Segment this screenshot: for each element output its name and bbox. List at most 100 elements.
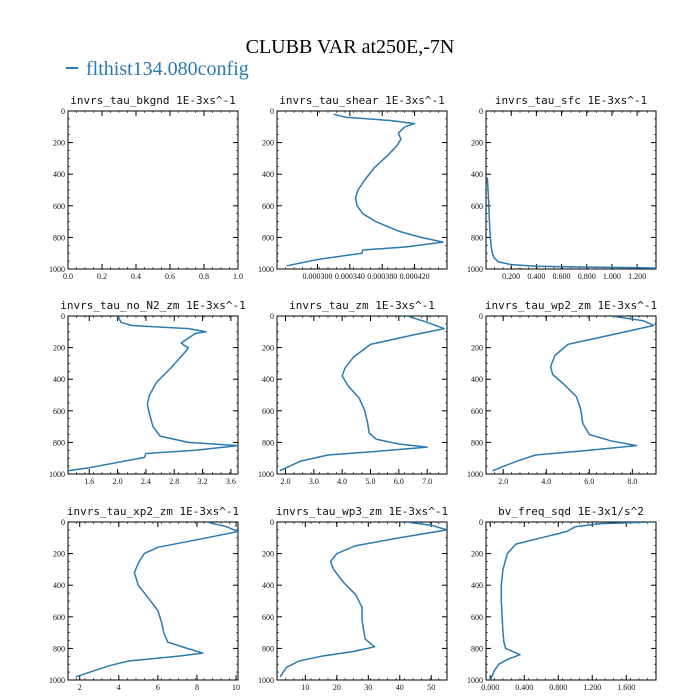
series-line [279, 316, 445, 472]
plot-frame [276, 315, 448, 475]
x-tick-label: 0.6 [165, 272, 175, 281]
x-tick-label: 30 [364, 683, 372, 692]
y-tick-label: 1000 [49, 265, 65, 274]
y-tick-label: 400 [471, 581, 483, 590]
y-tick-label: 800 [262, 644, 274, 653]
legend-line-swatch [66, 67, 78, 70]
panel-title: invrs_tau_sfc 1E-3xs^-1 [495, 94, 647, 107]
y-tick-label: 1000 [467, 470, 483, 479]
plot-frame [67, 521, 239, 681]
x-tick-label: 4.0 [337, 477, 347, 486]
y-tick-label: 800 [53, 233, 65, 242]
y-tick-label: 200 [53, 344, 65, 353]
y-tick-label: 200 [53, 139, 65, 148]
y-tick-label: 400 [53, 170, 65, 179]
x-tick-label: 0.000420 [400, 272, 430, 281]
y-tick-label: 1000 [467, 676, 483, 685]
plot-frame [67, 315, 239, 475]
x-tick-label: 2.0 [281, 477, 291, 486]
y-tick-label: 200 [471, 550, 483, 559]
x-tick-label: 4.0 [541, 477, 551, 486]
x-tick-label: 1.200 [583, 683, 601, 692]
x-tick-label: 1.600 [617, 683, 635, 692]
x-tick-label: 7.0 [422, 477, 432, 486]
y-tick-label: 1000 [258, 265, 274, 274]
y-tick-label: 0 [479, 518, 483, 527]
panel-7: invrs_tau_xp2_zm 1E-3xs^-10 200 400 600 800 1… [49, 505, 240, 692]
y-tick-label: 1000 [49, 470, 65, 479]
y-tick-label: 800 [471, 644, 483, 653]
series-line [279, 522, 447, 678]
figure-title: CLUBB VAR at250E,-7N [245, 36, 455, 58]
y-tick-label: 0 [479, 107, 483, 116]
y-tick-label: 400 [471, 170, 483, 179]
y-tick-label: 200 [471, 344, 483, 353]
series-line [286, 113, 444, 267]
plot-frame [485, 521, 657, 681]
x-tick-label: 1.200 [628, 272, 646, 281]
panel-title: invrs_tau_no_N2_zm 1E-3xs^-1 [60, 299, 245, 312]
y-tick-label: 400 [471, 375, 483, 384]
x-tick-label: 2.4 [141, 477, 151, 486]
y-tick-label: 600 [53, 613, 65, 622]
panel-title: invrs_tau_zm 1E-3xs^-1 [289, 299, 435, 312]
x-tick-label: 1.0 [233, 272, 243, 281]
y-tick-label: 600 [53, 407, 65, 416]
panel-title: bv_freq_sqd 1E-3x1/s^2 [498, 505, 644, 518]
y-tick-label: 1000 [258, 676, 274, 685]
panel-8: invrs_tau_wp3_zm 1E-3xs^-10 200 400 600 800 1… [258, 505, 448, 692]
x-tick-label: 10 [301, 683, 309, 692]
y-tick-label: 400 [53, 581, 65, 590]
x-tick-label: 0.000 [481, 683, 499, 692]
y-tick-label: 600 [262, 202, 274, 211]
y-tick-label: 200 [53, 550, 65, 559]
x-tick-label: 1.000 [603, 272, 621, 281]
x-tick-label: 6.0 [394, 477, 404, 486]
x-tick-label: 50 [427, 683, 435, 692]
panel-title: invrs_tau_shear 1E-3xs^-1 [279, 94, 445, 107]
x-tick-label: 3.6 [226, 477, 236, 486]
x-tick-label: 40 [396, 683, 404, 692]
x-tick-label: 8.0 [627, 477, 637, 486]
y-tick-label: 0 [479, 312, 483, 321]
panel-title: invrs_tau_bkgnd 1E-3xs^-1 [70, 94, 236, 107]
y-tick-label: 200 [262, 139, 274, 148]
plot-frame [485, 110, 657, 270]
panel-title: invrs_tau_xp2_zm 1E-3xs^-1 [67, 505, 239, 518]
x-tick-label: 2.0 [498, 477, 508, 486]
y-tick-label: 0 [270, 312, 274, 321]
x-tick-label: 10 [232, 683, 240, 692]
x-tick-label: 1.6 [84, 477, 94, 486]
series-line [486, 177, 656, 269]
x-tick-label: 0.4 [131, 272, 141, 281]
x-tick-label: 6 [156, 683, 160, 692]
legend-label: flthist134.080config [86, 58, 249, 80]
series-line [68, 316, 238, 472]
y-tick-label: 600 [262, 613, 274, 622]
x-tick-label: 3.0 [309, 477, 319, 486]
legend: flthist134.080config [66, 58, 249, 81]
panel-9: bv_freq_sqd 1E-3x1/s^2020040060080010000… [467, 505, 657, 692]
y-tick-label: 400 [53, 375, 65, 384]
y-tick-label: 0 [61, 107, 65, 116]
y-tick-label: 600 [471, 407, 483, 416]
x-tick-label: 2 [78, 683, 82, 692]
series-line [489, 522, 652, 680]
plot-frame [485, 315, 657, 475]
y-tick-label: 1000 [467, 265, 483, 274]
y-tick-label: 0 [61, 312, 65, 321]
x-tick-label: 0.800 [549, 683, 567, 692]
x-tick-label: 5.0 [366, 477, 376, 486]
y-tick-label: 800 [471, 233, 483, 242]
y-tick-label: 400 [262, 170, 274, 179]
y-tick-label: 600 [471, 202, 483, 211]
y-tick-label: 800 [262, 438, 274, 447]
y-tick-label: 200 [262, 550, 274, 559]
x-tick-label: 0.0 [63, 272, 73, 281]
x-tick-label: 0.8 [199, 272, 209, 281]
y-tick-label: 800 [53, 644, 65, 653]
series-line [492, 316, 655, 472]
y-tick-label: 800 [262, 233, 274, 242]
x-tick-label: 6.0 [584, 477, 594, 486]
panel-3: invrs_tau_sfc 1E-3xs^-1 0 200 400 600 800 1000… [467, 94, 657, 281]
